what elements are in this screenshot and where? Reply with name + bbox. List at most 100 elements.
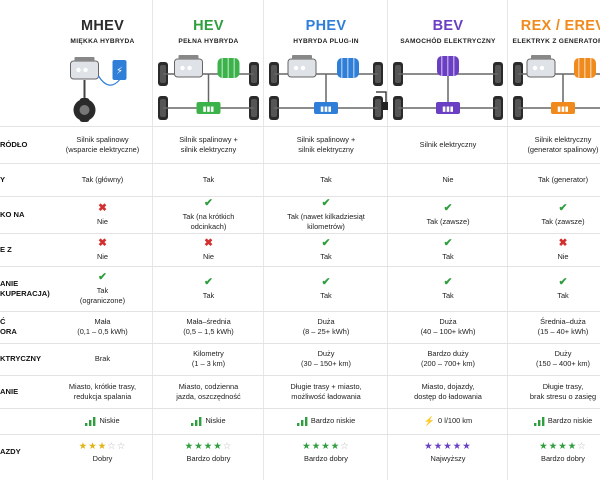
star-filled-icon: ★ (539, 440, 549, 452)
battery-icon (551, 102, 575, 114)
star-filled-icon: ★ (452, 440, 463, 452)
table-cell: Mała–średnia (0,5 – 1,5 kWh) (183, 317, 234, 336)
cost-indicator: Niskie (191, 416, 226, 426)
star-filled-icon: ★ (433, 440, 444, 452)
table-cell: Mała (0,1 – 0,5 kWh) (77, 317, 128, 336)
table-cell: Silnik spalinowy + silnik elektryczny (179, 134, 238, 154)
table-cell: ✖ Nie (508, 233, 600, 266)
battery-icon (314, 102, 338, 114)
row-label: AZDY (0, 447, 21, 456)
column-subtitle-mhev: MIĘKKA HYBRYDA (70, 38, 135, 45)
table-cell: ✔ Tak (na krótkich odcinkach) (153, 196, 264, 233)
check-icon: ✔ (321, 236, 331, 249)
column-subtitle-phev: HYBRYDA PLUG-IN (293, 38, 359, 45)
table-cell: Duży (30 – 150+ km) (301, 349, 351, 368)
star-rating: ★★★★☆ (539, 441, 587, 452)
bolt-icon: ⚡ (423, 416, 436, 426)
table-cell: Duża (8 – 25+ kWh) (302, 317, 350, 336)
row-label: KTRYCZNY (0, 354, 42, 363)
star-filled-icon: ★ (424, 440, 434, 452)
star-filled-icon: ★ (302, 440, 312, 452)
star-empty-icon: ☆ (107, 440, 117, 452)
star-filled-icon: ★ (203, 440, 214, 452)
cell-text: Bardzo niskie (310, 416, 356, 425)
table-cell: ✖ Nie (153, 233, 264, 266)
table-cell: ✔ Tak (zawsze) (388, 196, 508, 233)
table-cell: ⚡ 0 l/100 km (388, 408, 508, 434)
row-divider (0, 343, 600, 344)
drivetrain-bev-illustration: ▮▮▮ (393, 56, 503, 120)
table-cell: ✖ Nie (52, 233, 153, 266)
svg-text:▮▮▮: ▮▮▮ (557, 105, 569, 113)
cost-indicator: Bardzo niskie (296, 416, 356, 426)
table-cell: ✔ Tak (264, 266, 388, 311)
cell-text: Niskie (99, 416, 120, 425)
check-icon: ✔ (204, 275, 213, 288)
table-cell: Długie trasy + miasto, możliwość ładowani… (290, 381, 362, 401)
column-subtitle-hev: PEŁNA HYBRYDA (178, 38, 239, 45)
cell-text: Tak (557, 290, 569, 300)
signal-bars-icon (296, 416, 308, 426)
table-cell: ✔ Tak (388, 233, 508, 266)
column-title-rex: REX / EREV (520, 18, 600, 34)
cross-icon: ✖ (204, 236, 213, 249)
column-divider (152, 0, 153, 480)
cell-text: Tak (320, 251, 332, 261)
table-cell: Miasto, codzienna jazda, oszczędność (176, 381, 241, 401)
star-rating: ★★★★☆ (185, 441, 233, 452)
star-rating: ★★★☆☆ (79, 441, 127, 452)
table-cell: ★★★★☆ Bardzo dobry (264, 434, 388, 470)
drivetrain-phev-illustration: ▮▮▮ (269, 55, 388, 120)
check-icon: ✔ (558, 275, 568, 288)
svg-text:▮▮▮: ▮▮▮ (442, 105, 454, 113)
star-filled-icon: ★ (558, 440, 568, 452)
cell-text: Tak (320, 290, 332, 300)
table-cell: Bardzo duży (200 – 700+ km) (420, 349, 476, 368)
table-cell: Kilometry (1 – 3 km) (191, 349, 226, 368)
table-cell: ✔ Tak (388, 266, 508, 311)
star-rating: ★★★★☆ (302, 441, 350, 452)
row-label: RÓDŁO (0, 139, 28, 149)
star-filled-icon: ★ (321, 440, 331, 452)
star-empty-icon: ☆ (116, 440, 127, 452)
check-icon: ✔ (321, 196, 331, 209)
row-label: ANIE KUPERACJA) (0, 278, 50, 298)
star-filled-icon: ★ (462, 440, 472, 452)
row-divider (0, 233, 600, 234)
cross-icon: ✖ (98, 201, 107, 214)
signal-bars-icon (533, 416, 545, 426)
star-rating: ★★★★★ (424, 441, 472, 452)
table-cell: Tak (główny) (81, 174, 124, 184)
table-cell: Tak (generator) (537, 174, 589, 184)
table-cell: Niskie (153, 408, 264, 434)
cell-text: Tak (zawsze) (541, 216, 585, 226)
star-empty-icon: ☆ (577, 440, 587, 452)
column-divider (387, 0, 388, 480)
table-cell: ✔ Tak (153, 266, 264, 311)
table-cell: Duża (40 – 100+ kWh) (420, 317, 476, 336)
row-divider (0, 408, 600, 409)
cell-text: 0 l/100 km (438, 416, 473, 425)
drivetrain-rex-illustration: ▮▮▮ (513, 55, 600, 120)
battery-icon (436, 102, 460, 114)
star-filled-icon: ★ (97, 440, 108, 452)
table-cell: Silnik spalinowy + silnik elektryczny (296, 134, 356, 154)
check-icon: ✔ (443, 275, 453, 288)
cell-text: Tak (zawsze) (426, 216, 470, 226)
row-label (0, 408, 50, 434)
table-cell: ✔ Tak (508, 266, 600, 311)
cell-text: Bardzo dobry (186, 453, 231, 463)
signal-bars-icon (85, 416, 96, 426)
star-filled-icon: ★ (548, 440, 559, 452)
cost-indicator: Niskie (85, 416, 120, 426)
star-filled-icon: ★ (184, 440, 195, 452)
table-cell: Nie (442, 174, 454, 184)
row-label: ANIE (0, 386, 19, 396)
check-icon: ✔ (558, 201, 568, 214)
column-title-phev: PHEV (305, 18, 347, 34)
table-cell: Silnik elektryczny (generator spalinowy) (527, 134, 599, 154)
table-cell: Niskie (52, 408, 153, 434)
drivetrain-mhev-illustration: ⚡ (70, 57, 127, 122)
column-subtitle-rex: ELEKTRYK Z GENERATOREM (512, 38, 600, 45)
